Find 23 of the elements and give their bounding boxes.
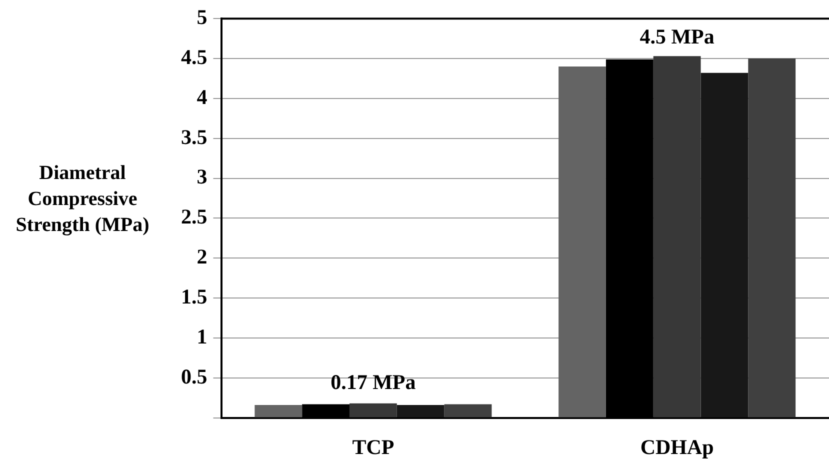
bar [444, 404, 492, 418]
annotation: 4.5 MPa [640, 24, 715, 48]
bar [558, 66, 606, 418]
x-tick-label: TCP [352, 434, 394, 459]
bar [653, 56, 701, 418]
bar [700, 72, 748, 418]
x-tick-label: CDHAp [640, 434, 714, 459]
bar [396, 405, 444, 418]
annotation: 0.17 MPa [330, 370, 416, 394]
y-tick-label: 3 [196, 164, 208, 189]
bar [748, 58, 796, 418]
bar [349, 403, 397, 418]
y-tick-label: 2.5 [181, 204, 208, 229]
y-tick-label: 5 [196, 5, 208, 30]
y-tick-label: 0.5 [181, 364, 208, 388]
y-tick-label: 2 [196, 244, 208, 269]
y-tick-label: 4 [196, 84, 208, 109]
y-tick-label: 4.5 [181, 44, 208, 69]
y-tick-label: 1 [196, 324, 208, 348]
y-tick-label: 3.5 [181, 124, 208, 149]
y-axis-title: Diametral Compressive Strength (MPa) [14, 161, 150, 238]
bar [254, 405, 302, 418]
y-tick-label: 1.5 [181, 284, 208, 308]
